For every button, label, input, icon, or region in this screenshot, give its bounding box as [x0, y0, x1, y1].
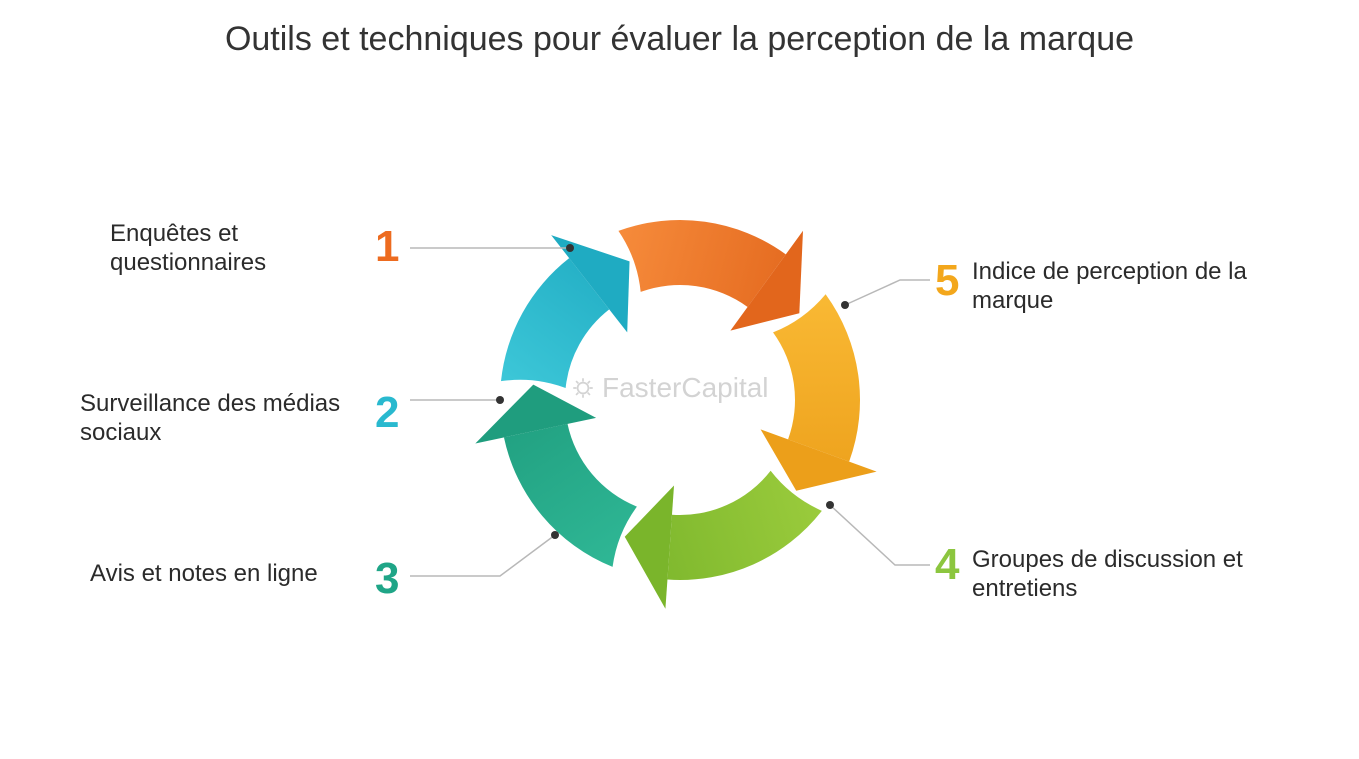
watermark: FasterCapital [570, 372, 769, 404]
connector-dot [841, 301, 849, 309]
cycle-arrow-body [504, 424, 637, 567]
connector-dot [826, 501, 834, 509]
item-label: Avis et notes en ligne [90, 560, 360, 589]
connector-line [845, 280, 930, 305]
cycle-arrow-head [625, 486, 674, 609]
connector-line [830, 505, 930, 565]
connector-line [410, 535, 555, 576]
item-label: Enquêtes et questionnaires [110, 220, 360, 278]
item-number: 1 [375, 222, 399, 272]
item-label: Groupes de discussion et entretiens [972, 546, 1272, 604]
cycle-arrow-body [773, 294, 860, 461]
connector-dot [551, 531, 559, 539]
item-label: Surveillance des médias sociaux [80, 390, 360, 448]
watermark-text: FasterCapital [602, 372, 769, 404]
connector-dot [496, 396, 504, 404]
item-number: 5 [935, 256, 959, 306]
item-number: 2 [375, 388, 399, 438]
connector-dot [566, 244, 574, 252]
item-label: Indice de perception de la marque [972, 258, 1272, 316]
item-number: 4 [935, 540, 959, 590]
item-number: 3 [375, 554, 399, 604]
